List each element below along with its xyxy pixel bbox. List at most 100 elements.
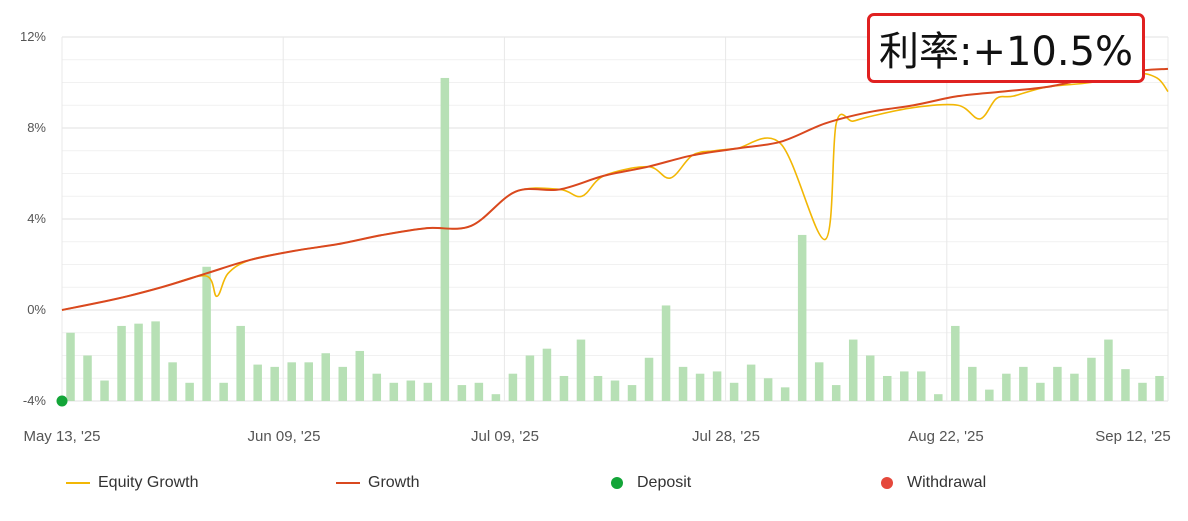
bar (985, 389, 994, 401)
bar (593, 375, 603, 401)
legend-equity-growth[interactable]: Equity Growth (66, 474, 198, 492)
y-tick-label: 0% (27, 302, 46, 317)
x-axis-ticks: May 13, '25 Jun 09, '25 Jul 09, '25 Jul 28,… (23, 428, 1170, 445)
x-tick-label: May 13, '25 (23, 428, 100, 445)
bar (168, 362, 177, 401)
bar (559, 375, 569, 401)
legend-withdrawal-label: Withdrawal (907, 474, 987, 491)
bar (134, 323, 143, 401)
equity-growth-line (61, 72, 1169, 311)
bar (644, 357, 654, 401)
bar (1002, 373, 1011, 401)
bar (814, 362, 824, 401)
x-tick-label: Aug 22, '25 (908, 428, 983, 445)
x-tick-label: Jun 09, '25 (248, 428, 321, 445)
y-tick-label: -4% (23, 393, 47, 408)
bar (1019, 366, 1028, 401)
legend-deposit-swatch (611, 477, 623, 489)
bar (831, 385, 841, 401)
legend-growth-label: Growth (368, 474, 420, 491)
rate-annotation-text: 利率:+10.5% (878, 29, 1134, 75)
bar (542, 348, 552, 401)
bar (848, 339, 858, 401)
bar (1053, 366, 1062, 401)
bar-series (66, 77, 1164, 401)
bar (661, 305, 671, 401)
legend-growth[interactable]: Growth (336, 474, 420, 492)
x-tick-label: Jul 28, '25 (692, 428, 760, 445)
y-tick-label: 4% (27, 211, 46, 226)
y-tick-label: 12% (20, 29, 46, 44)
bar (763, 378, 773, 401)
bar (1155, 375, 1164, 401)
bar (100, 380, 109, 401)
bar (1138, 382, 1147, 401)
bar (304, 362, 313, 401)
bar (780, 387, 790, 401)
rate-annotation-box: 利率:+10.5% (867, 13, 1145, 83)
line-series (61, 67, 1169, 311)
x-tick-label: Sep 12, '25 (1095, 428, 1170, 445)
chart-legend: Equity Growth Growth Deposit Withdrawal (0, 468, 1188, 498)
bar (797, 234, 807, 401)
grid-lines (61, 36, 1169, 402)
bar (202, 266, 211, 401)
bar (491, 394, 501, 401)
growth-line (61, 67, 1169, 311)
bar (610, 380, 620, 401)
bar (406, 380, 416, 401)
bar (321, 353, 330, 401)
bar (457, 385, 467, 401)
bar (270, 366, 279, 401)
growth-chart: 12% 8% 4% 0% -4% May 13, '25 Jun 09, '25 Jul 0… (20, 29, 1171, 445)
bar (66, 332, 75, 401)
legend-growth-swatch (336, 482, 360, 484)
bar (1070, 373, 1079, 401)
bar (1104, 339, 1113, 401)
bar (882, 375, 892, 401)
bar (117, 325, 126, 401)
bar (355, 350, 365, 401)
bar (678, 366, 688, 401)
legend-equity-growth-label: Equity Growth (98, 474, 199, 491)
bar (389, 382, 399, 401)
legend-deposit-label: Deposit (637, 474, 692, 491)
bar (287, 362, 296, 401)
bar (83, 355, 92, 401)
bar (423, 382, 433, 401)
bar (185, 382, 194, 401)
bar (865, 355, 875, 401)
bar (934, 394, 943, 401)
legend-withdrawal-swatch (881, 477, 893, 489)
bar (900, 371, 909, 401)
x-tick-label: Jul 09, '25 (471, 428, 539, 445)
bar (1121, 369, 1130, 401)
bar (236, 325, 245, 401)
bar (1087, 357, 1096, 401)
bar (508, 373, 518, 401)
deposit-marker (56, 395, 68, 407)
bar (1036, 382, 1045, 401)
legend-deposit[interactable]: Deposit (611, 474, 691, 492)
bar (627, 385, 637, 401)
bar (712, 371, 722, 401)
bar (525, 355, 535, 401)
bar (746, 364, 756, 401)
bar (951, 325, 960, 401)
bar (968, 366, 977, 401)
deposit-markers (56, 395, 68, 407)
bar (253, 364, 262, 401)
bar (338, 366, 348, 401)
legend-withdrawal[interactable]: Withdrawal (881, 474, 986, 492)
bar (576, 339, 586, 401)
bar (729, 382, 739, 401)
bar (440, 77, 450, 401)
bar (695, 373, 705, 401)
y-axis-ticks: 12% 8% 4% 0% -4% (20, 29, 46, 408)
bar (474, 382, 484, 401)
bar (219, 382, 228, 401)
bar (372, 373, 382, 401)
legend-equity-growth-swatch (66, 482, 90, 484)
bar (917, 371, 926, 401)
bar (151, 321, 160, 401)
